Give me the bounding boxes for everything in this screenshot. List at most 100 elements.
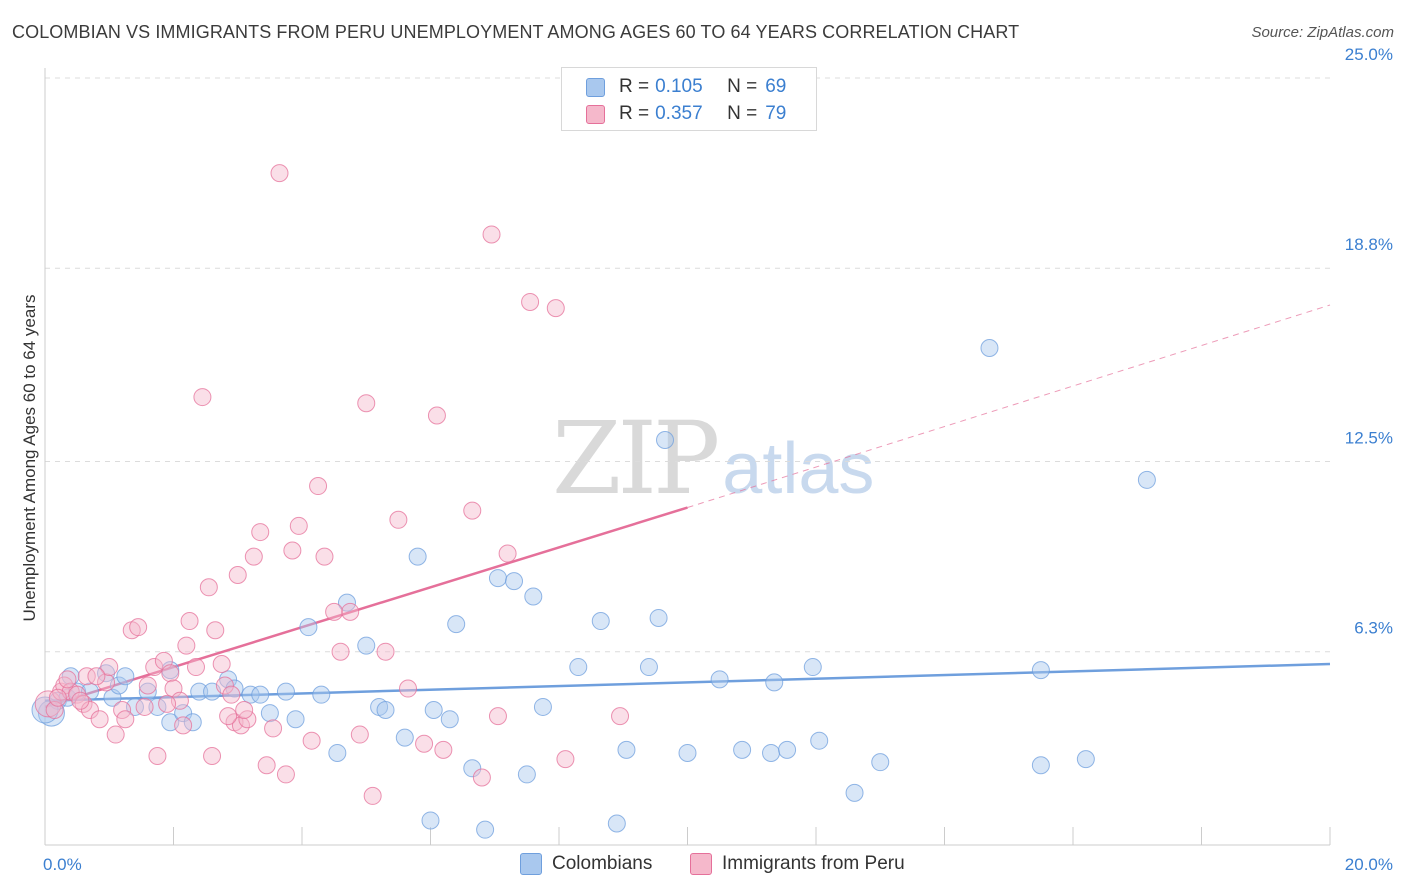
data-point — [206, 621, 225, 640]
watermark: ZIPatlas — [552, 400, 874, 517]
trend-line-peru — [44, 506, 688, 709]
legend-label-peru: Immigrants from Peru — [722, 853, 905, 874]
data-point — [607, 814, 626, 833]
data-point — [203, 747, 222, 766]
data-point — [212, 654, 231, 673]
data-point — [158, 694, 177, 713]
y-tick-label: 12.5% — [1345, 429, 1393, 448]
data-point — [180, 612, 199, 631]
data-point — [302, 731, 321, 750]
data-point — [803, 658, 822, 677]
data-point — [765, 673, 784, 692]
data-point — [315, 547, 334, 566]
data-point — [276, 682, 295, 701]
watermark-atlas: atlas — [722, 429, 875, 509]
data-point — [1031, 756, 1050, 775]
data-point — [617, 740, 636, 759]
data-point — [350, 725, 369, 744]
data-point — [778, 740, 797, 759]
data-point — [177, 636, 196, 655]
data-point — [434, 740, 453, 759]
data-point — [389, 510, 408, 529]
y-tick-label: 25.0% — [1345, 45, 1393, 64]
data-point — [357, 636, 376, 655]
data-point — [591, 612, 610, 631]
data-point — [241, 685, 260, 704]
data-point — [845, 783, 864, 802]
legend-swatch-peru — [690, 853, 712, 875]
data-point — [533, 697, 552, 716]
data-point — [395, 728, 414, 747]
x-tick-label-min: 0.0% — [43, 855, 82, 874]
data-point — [762, 743, 781, 762]
data-point — [77, 667, 96, 686]
data-point — [87, 667, 106, 686]
data-point — [328, 743, 347, 762]
data-point — [980, 338, 999, 357]
data-point — [276, 765, 295, 784]
data-point — [569, 658, 588, 677]
data-point — [116, 710, 135, 729]
data-point — [270, 164, 289, 183]
legend-item-colombians[interactable]: Colombians — [520, 850, 652, 878]
data-point — [325, 602, 344, 621]
data-point — [283, 541, 302, 560]
data-point — [476, 820, 495, 839]
trend-extension-peru — [687, 304, 1331, 508]
data-point — [219, 707, 238, 726]
n-value: 69 — [765, 76, 787, 97]
data-points — [31, 164, 1156, 839]
n-value: 79 — [765, 103, 787, 124]
data-point — [244, 547, 263, 566]
data-point — [341, 602, 360, 621]
data-point — [399, 679, 418, 698]
data-point — [546, 299, 565, 318]
legend-swatch-colombians — [520, 853, 542, 875]
data-point — [289, 516, 308, 535]
data-point — [48, 688, 67, 707]
data-point — [408, 547, 427, 566]
r-label: R = — [619, 103, 650, 124]
data-point — [135, 697, 154, 716]
legend-label-colombians: Colombians — [552, 853, 653, 874]
n-label: N = — [727, 76, 758, 97]
data-point — [556, 750, 575, 769]
data-point — [148, 697, 167, 716]
data-point — [264, 719, 283, 738]
series-colombians — [31, 338, 1156, 839]
data-point — [415, 734, 434, 753]
x-tick-label-max: 20.0% — [1345, 855, 1393, 874]
data-point — [678, 743, 697, 762]
data-point — [357, 394, 376, 413]
axes — [44, 68, 1331, 846]
data-point — [251, 523, 270, 542]
data-point — [447, 615, 466, 634]
data-point — [656, 431, 675, 450]
data-point — [376, 701, 395, 720]
data-point — [521, 292, 540, 311]
data-point — [517, 765, 536, 784]
legend-item-peru[interactable]: Immigrants from Peru — [690, 850, 905, 878]
legend-swatch-peru — [586, 104, 605, 124]
data-point — [488, 707, 507, 726]
r-value: 0.105 — [655, 76, 703, 97]
data-point — [440, 710, 459, 729]
data-point — [286, 710, 305, 729]
gridlines — [45, 77, 1330, 653]
data-point — [193, 388, 212, 407]
stats-row-peru: R = 0.357 N = 79 — [586, 101, 786, 127]
data-point — [1137, 470, 1156, 489]
source-credit: Source: ZipAtlas.com — [1251, 24, 1394, 41]
data-point — [199, 578, 218, 597]
data-point — [427, 406, 446, 425]
data-point — [129, 618, 148, 637]
data-point — [309, 477, 328, 496]
data-point — [228, 566, 247, 585]
legend-swatch-colombians — [586, 77, 605, 97]
data-point — [183, 713, 202, 732]
data-point — [649, 608, 668, 627]
data-point — [810, 731, 829, 750]
n-label: N = — [727, 103, 758, 124]
data-point — [97, 673, 116, 692]
data-point — [161, 664, 180, 683]
